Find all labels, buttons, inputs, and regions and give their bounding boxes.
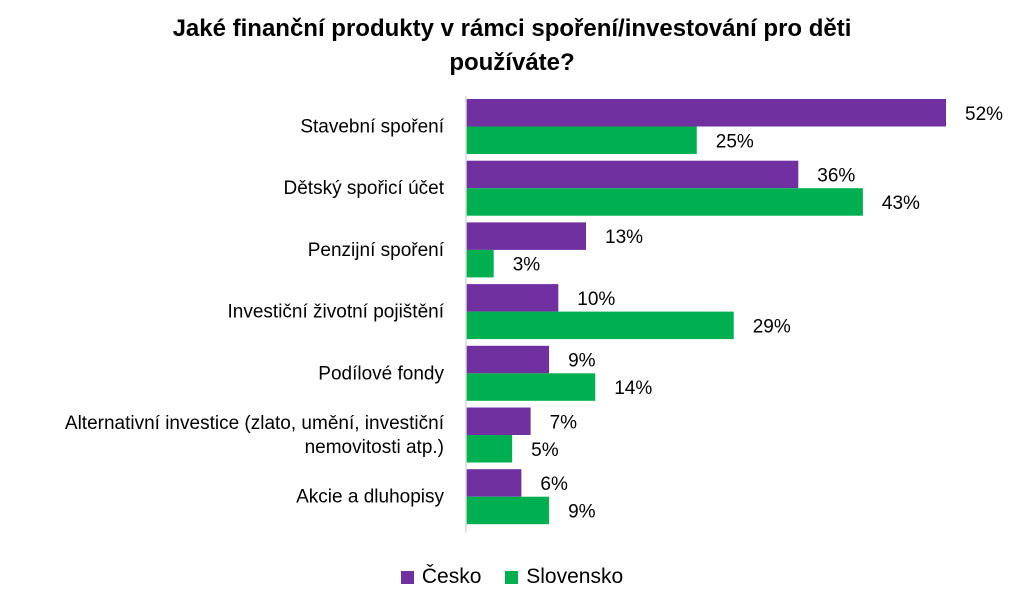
- data-label-slovensko: 3%: [513, 255, 541, 276]
- data-label-slovensko: 25%: [716, 131, 754, 152]
- bar-slovensko: [466, 188, 863, 216]
- category-label: Podílové fondy: [318, 363, 444, 384]
- bar-cesko: [466, 469, 522, 497]
- data-label-cesko: 9%: [568, 351, 596, 372]
- legend-label-cesko: Česko: [421, 565, 482, 588]
- bar-cesko: [466, 160, 799, 189]
- chart-title-line-2: používáte?: [449, 49, 575, 76]
- data-label-cesko: 7%: [550, 412, 578, 433]
- category-label: Alternativní investice (zlato, umění, in…: [65, 413, 445, 434]
- category-label: Investiční životní pojištění: [228, 302, 445, 323]
- category-label: Akcie a dluhopisy: [296, 487, 444, 508]
- bar-cesko: [466, 284, 559, 312]
- data-label-cesko: 10%: [577, 289, 615, 310]
- bar-slovensko: [466, 311, 734, 340]
- data-label-slovensko: 43%: [882, 193, 920, 214]
- legend-item-cesko: Česko: [400, 565, 482, 589]
- legend-label-slovensko: Slovensko: [526, 565, 624, 588]
- plot-area: Stavební spoření 52% 25% Dětský spořicí úče…: [65, 96, 1003, 533]
- data-label-slovensko: 14%: [614, 378, 652, 399]
- category-label: Dětský spořicí účet: [284, 178, 445, 199]
- data-label-slovensko: 9%: [568, 501, 596, 522]
- bar-cesko: [466, 407, 531, 435]
- bar-slovensko: [466, 435, 513, 463]
- data-label-cesko: 36%: [817, 165, 855, 186]
- data-label-slovensko: 29%: [753, 316, 791, 337]
- chart-title-line-1: Jaké finanční produkty v rámci spoření/i…: [172, 15, 852, 42]
- bar-cesko: [466, 99, 946, 127]
- legend-swatch-cesko: [400, 570, 414, 584]
- category-label: Stavební spoření: [300, 117, 444, 138]
- data-label-slovensko: 5%: [531, 440, 559, 461]
- legend-swatch-slovensko: [505, 570, 519, 584]
- bar-slovensko: [466, 126, 697, 154]
- bar-cesko: [466, 222, 586, 250]
- bar-slovensko: [466, 249, 494, 278]
- category-label: nemovitosti atp.): [305, 437, 444, 458]
- legend: Česko Slovensko: [0, 565, 1024, 590]
- chart-title: Jaké finanční produkty v rámci spoření/i…: [0, 12, 1024, 80]
- data-label-cesko: 52%: [965, 104, 1003, 125]
- bar-cesko: [466, 345, 550, 374]
- category-label: Penzijní spoření: [308, 240, 445, 261]
- bar-slovensko: [466, 496, 550, 525]
- data-label-cesko: 13%: [605, 227, 643, 248]
- data-label-cesko: 6%: [540, 474, 568, 495]
- legend-item-slovensko: Slovensko: [505, 565, 623, 589]
- bar-slovensko: [466, 373, 596, 401]
